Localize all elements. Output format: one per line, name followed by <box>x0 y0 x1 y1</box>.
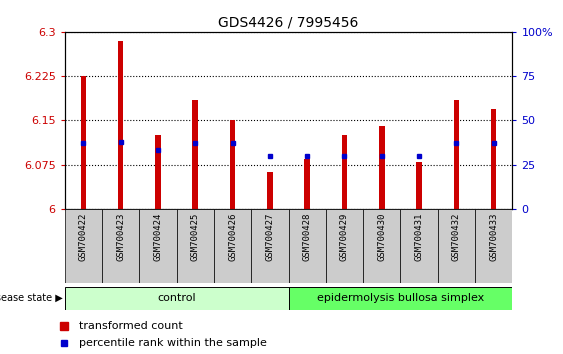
Bar <box>379 126 385 209</box>
Text: GSM700426: GSM700426 <box>228 212 237 261</box>
Text: disease state ▶: disease state ▶ <box>0 293 63 303</box>
Text: GSM700429: GSM700429 <box>340 212 349 261</box>
Text: GSM700428: GSM700428 <box>303 212 312 261</box>
Bar <box>214 209 251 283</box>
Text: GSM700433: GSM700433 <box>489 212 498 261</box>
Bar <box>342 135 347 209</box>
Title: GDS4426 / 7995456: GDS4426 / 7995456 <box>218 15 359 29</box>
Bar <box>65 209 102 283</box>
Text: GSM700424: GSM700424 <box>154 212 163 261</box>
Bar <box>400 209 438 283</box>
Text: epidermolysis bullosa simplex: epidermolysis bullosa simplex <box>317 293 484 303</box>
Text: control: control <box>157 293 196 303</box>
Bar <box>251 209 288 283</box>
Bar <box>193 100 198 209</box>
Bar <box>438 209 475 283</box>
Bar <box>267 172 272 209</box>
Bar <box>81 76 86 209</box>
Text: GSM700430: GSM700430 <box>377 212 386 261</box>
Bar <box>289 209 326 283</box>
Text: percentile rank within the sample: percentile rank within the sample <box>79 338 267 348</box>
Text: GSM700425: GSM700425 <box>191 212 200 261</box>
Bar <box>491 109 497 209</box>
Bar <box>475 209 512 283</box>
Text: GSM700432: GSM700432 <box>452 212 461 261</box>
Bar <box>305 159 310 209</box>
Text: GSM700423: GSM700423 <box>116 212 125 261</box>
Bar <box>102 209 139 283</box>
Bar <box>454 100 459 209</box>
Bar <box>289 287 512 310</box>
Text: transformed count: transformed count <box>79 321 182 331</box>
Bar <box>65 287 289 310</box>
Bar <box>416 162 422 209</box>
Bar <box>140 209 177 283</box>
Text: GSM700431: GSM700431 <box>414 212 423 261</box>
Text: GSM700427: GSM700427 <box>265 212 274 261</box>
Bar <box>363 209 400 283</box>
Bar <box>230 120 235 209</box>
Bar <box>155 135 161 209</box>
Text: GSM700422: GSM700422 <box>79 212 88 261</box>
Bar <box>177 209 214 283</box>
Bar <box>118 41 123 209</box>
Bar <box>326 209 363 283</box>
